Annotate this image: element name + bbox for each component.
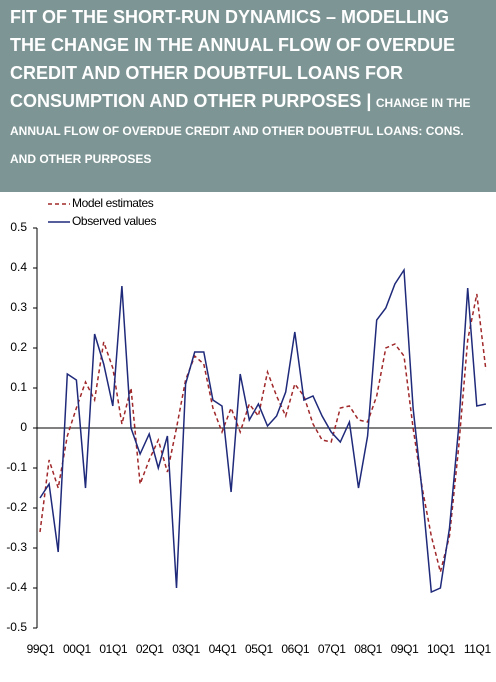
x-tick-label: 09Q1 — [391, 642, 419, 656]
chart-subtitle: CHANGE IN THE ANNUAL FLOW OF OVERDUE CRE… — [10, 96, 471, 166]
legend-label: Model estimates — [72, 196, 154, 210]
x-tick-label: 11Q1 — [464, 642, 492, 656]
y-tick-label: -0.2 — [6, 500, 27, 514]
x-tick-label: 10Q1 — [427, 642, 455, 656]
x-tick-label: 03Q1 — [172, 642, 200, 656]
x-tick-label: 99Q1 — [27, 642, 55, 656]
x-tick-label: 05Q1 — [245, 642, 273, 656]
y-tick-label: -0.5 — [6, 620, 27, 634]
y-tick-label: -0.3 — [6, 540, 27, 554]
header: FIT OF THE SHORT-RUN DYNAMICS – MODELLIN… — [0, 0, 496, 192]
y-tick-label: 0.4 — [10, 260, 27, 274]
y-tick-label: -0.4 — [6, 580, 27, 594]
y-tick-label: 0.3 — [10, 300, 27, 314]
y-tick-label: 0 — [20, 420, 27, 434]
y-tick-label: 0.1 — [10, 380, 27, 394]
x-tick-label: 08Q1 — [354, 642, 382, 656]
y-tick-label: 0.2 — [10, 340, 27, 354]
y-tick-label: 0.5 — [10, 220, 27, 234]
chart: -0.5 -0.4 -0.3 -0.2 -0.1 0 0.1 0.2 0.3 0.4 0.5 99Q1… — [6, 196, 492, 656]
x-tick-label: 00Q1 — [63, 642, 91, 656]
x-tick-label: 06Q1 — [281, 642, 309, 656]
series-line — [39, 267, 487, 594]
legend-label: Observed values — [72, 214, 156, 228]
series-line — [39, 293, 487, 573]
y-tick-label: -0.1 — [6, 460, 27, 474]
x-tick-label: 02Q1 — [136, 642, 164, 656]
chart-title: FIT OF THE SHORT-RUN DYNAMICS – MODELLIN… — [10, 7, 455, 111]
x-tick-label: 04Q1 — [209, 642, 237, 656]
x-tick-label: 01Q1 — [99, 642, 127, 656]
x-tick-label: 07Q1 — [318, 642, 346, 656]
